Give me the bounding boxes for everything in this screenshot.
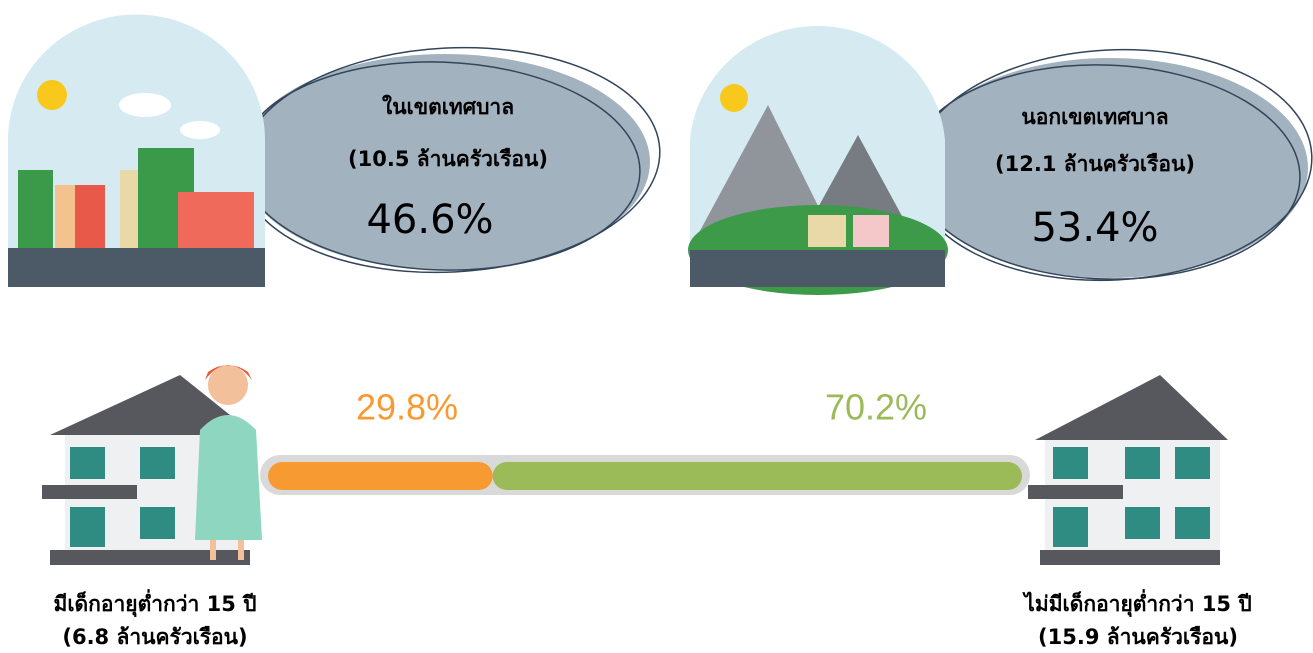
building [18, 170, 53, 248]
infographic: ในเขตเทศบาล (10.5 ล้านครัวเรือน) 46.6% น… [0, 0, 1313, 653]
building [178, 192, 254, 248]
right-households: (15.9 ล้านครัวเรือน) [1038, 625, 1238, 649]
sun [37, 80, 67, 110]
house-right [1028, 375, 1228, 565]
road [690, 250, 945, 287]
left-label: มีเด็กอายุต่ำกว่า 15 ปี [54, 588, 257, 618]
bar [268, 462, 1022, 490]
building [75, 185, 105, 248]
sun [720, 84, 748, 112]
segment-label: 29.8% [356, 387, 458, 428]
road [8, 248, 265, 287]
bar-segment [493, 462, 1022, 490]
rural-households: (12.1 ล้านครัวเรือน) [995, 152, 1195, 176]
rural-title: นอกเขตเทศบาล [1021, 105, 1168, 129]
cloud [180, 121, 220, 139]
rural-share: 53.4% [1031, 205, 1158, 251]
urban-households: (10.5 ล้านครัวเรือน) [348, 147, 548, 171]
segment-label: 70.2% [825, 387, 927, 428]
bar-segment [268, 462, 493, 490]
house [853, 215, 889, 247]
urban-card: ในเขตเทศบาล (10.5 ล้านครัวเรือน) 46.6% [8, 15, 666, 287]
left-households: (6.8 ล้านครัวเรือน) [62, 625, 247, 649]
cloud [119, 93, 171, 117]
urban-share: 46.6% [366, 197, 493, 243]
house [808, 215, 846, 247]
right-label: ไม่มีเด็กอายุต่ำกว่า 15 ปี [1022, 588, 1251, 618]
urban-title: ในเขตเทศบาล [382, 94, 514, 119]
rural-card: นอกเขตเทศบาล (12.1 ล้านครัวเรือน) 53.4% [688, 26, 1313, 295]
girl [195, 365, 262, 560]
